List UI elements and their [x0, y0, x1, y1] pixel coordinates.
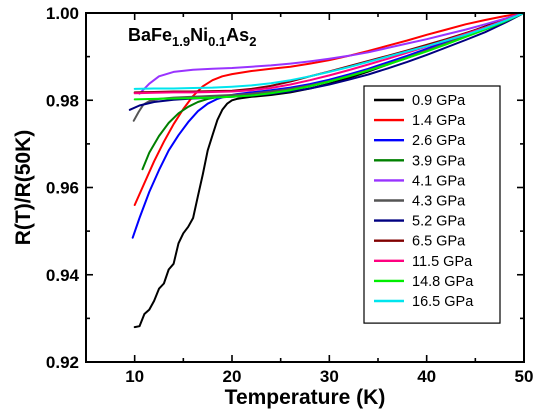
x-tick-label: 40 [417, 367, 436, 386]
legend-label: 2.6 GPa [412, 133, 466, 149]
y-tick-label: 0.94 [46, 266, 80, 285]
legend-label: 6.5 GPa [412, 234, 466, 250]
legend-box [363, 85, 501, 324]
legend: 0.9 GPa 1.4 GPa 2.6 GPa 3.9 GPa 4.1 GPa 4.3 G… [363, 85, 501, 324]
annotation-part: 2 [249, 34, 256, 49]
y-axis-title: R(T)/R(50K) [12, 130, 35, 246]
x-tick-label: 50 [515, 367, 534, 386]
legend-label: 1.4 GPa [412, 113, 466, 129]
annotation-part: 0.1 [208, 34, 226, 49]
compound-annotation: BaFe1.9Ni0.1As2 [128, 25, 256, 49]
axis-tick-labels: 10 20 30 40 50 0.92 0.94 0.96 0.98 1.00 [46, 4, 534, 386]
plot-lines [128, 12, 525, 329]
annotation-part: As [226, 25, 249, 45]
legend-label: 4.1 GPa [412, 173, 466, 189]
y-tick-label: 0.92 [46, 353, 79, 372]
series-line-3 [131, 12, 525, 239]
x-tick-label: 30 [320, 367, 339, 386]
legend-label: 4.3 GPa [412, 194, 466, 210]
y-tick-label: 1.00 [46, 4, 79, 23]
legend-label: 0.9 GPa [412, 93, 466, 109]
annotation-part: Ni [190, 25, 208, 45]
axis-ticks [85, 12, 525, 363]
legend-label: 16.5 GPa [412, 294, 474, 310]
x-tick-label: 10 [125, 367, 144, 386]
legend-label: 11.5 GPa [412, 254, 473, 270]
series-line-10 [133, 12, 525, 101]
legend-label: 5.2 GPa [412, 214, 466, 230]
y-tick-label: 0.98 [46, 91, 79, 110]
series-line-5 [138, 12, 525, 95]
annotation-part: 1.9 [172, 34, 190, 49]
series-line-11 [133, 12, 525, 90]
x-axis-title: Temperature (K) [225, 386, 386, 409]
annotation-part: BaFe [128, 25, 172, 45]
legend-label: 3.9 GPa [412, 153, 466, 169]
legend-label: 14.8 GPa [412, 274, 474, 290]
series-line-2 [133, 12, 525, 206]
y-tick-label: 0.96 [46, 179, 79, 198]
x-tick-label: 20 [223, 367, 242, 386]
